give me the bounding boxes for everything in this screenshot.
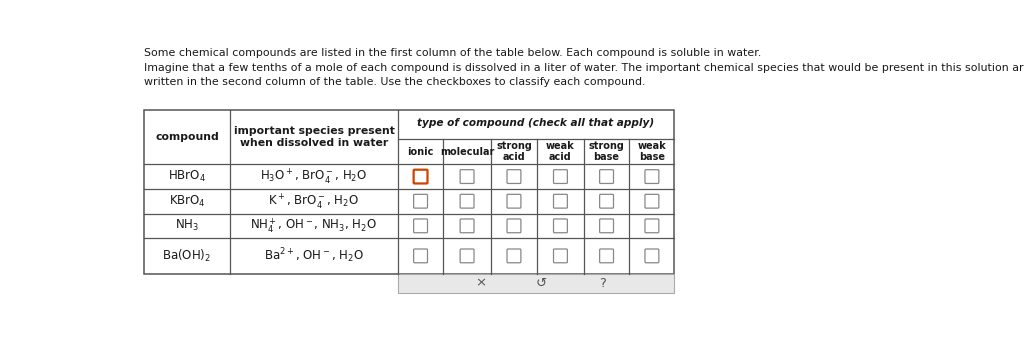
Text: ×: × [475,277,486,290]
Text: KBrO$_4$: KBrO$_4$ [169,194,205,209]
Text: important species present
when dissolved in water: important species present when dissolved… [233,126,394,148]
Text: Ba$^{2+}$, OH$^-$, H$_2$O: Ba$^{2+}$, OH$^-$, H$_2$O [264,246,364,265]
Text: HBrO$_4$: HBrO$_4$ [168,169,206,184]
Text: Some chemical compounds are listed in the first column of the table below. Each : Some chemical compounds are listed in th… [143,48,761,58]
Text: strong
acid: strong acid [496,141,531,162]
Text: Ba(OH)$_2$: Ba(OH)$_2$ [163,248,211,264]
Bar [397,274,675,293]
Text: compound: compound [155,132,219,142]
Text: strong
base: strong base [589,141,625,162]
Text: weak
acid: weak acid [546,141,574,162]
Text: weak
base: weak base [638,141,667,162]
Text: K$^+$, BrO$_4^-$, H$_2$O: K$^+$, BrO$_4^-$, H$_2$O [268,192,359,211]
Text: type of compound (check all that apply): type of compound (check all that apply) [418,118,654,128]
Text: ionic: ionic [408,147,434,157]
Text: ↺: ↺ [536,277,547,290]
Bar [143,110,675,274]
Text: NH$_4^+$, OH$^-$, NH$_3$, H$_2$O: NH$_4^+$, OH$^-$, NH$_3$, H$_2$O [251,217,378,235]
Text: NH$_3$: NH$_3$ [175,218,199,233]
Text: molecular: molecular [440,147,495,157]
Text: Imagine that a few tenths of a mole of each compound is dissolved in a liter of : Imagine that a few tenths of a mole of e… [143,64,1024,87]
Text: H$_3$O$^+$, BrO$_4^-$, H$_2$O: H$_3$O$^+$, BrO$_4^-$, H$_2$O [260,167,368,186]
Text: ?: ? [599,277,606,290]
